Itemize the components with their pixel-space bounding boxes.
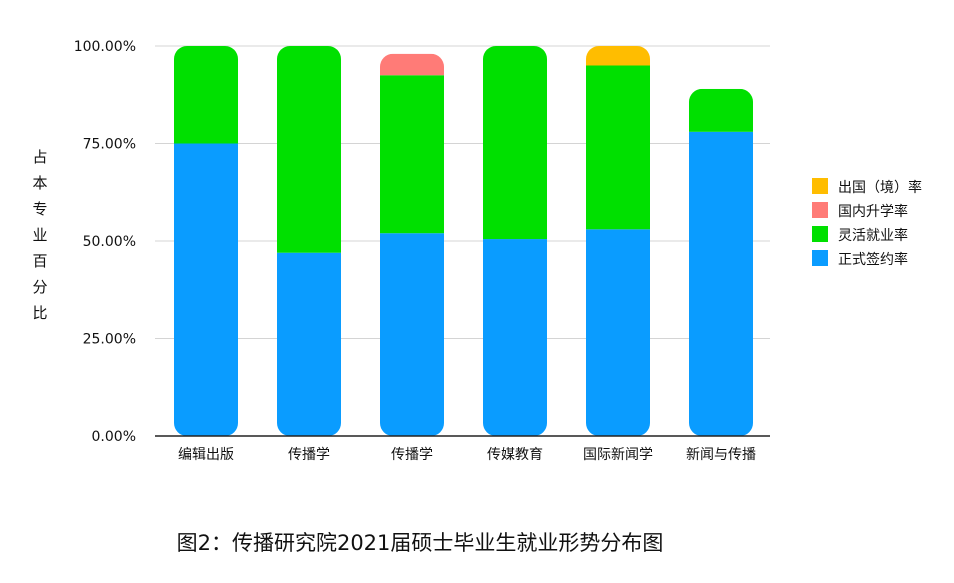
legend-swatch [812, 178, 828, 194]
y-axis-label-char: 分 [32, 278, 47, 296]
x-tick-label: 新闻与传播 [686, 447, 756, 463]
y-tick-label: 25.00% [83, 332, 136, 348]
bar-segment [586, 46, 650, 66]
y-tick-label: 75.00% [83, 137, 136, 153]
bar-segment [174, 143, 238, 436]
bar-stack [586, 46, 650, 436]
bar-segment [277, 252, 341, 436]
y-axis-label-char: 比 [32, 304, 47, 322]
x-tick-label: 传播学 [288, 447, 330, 463]
bar-stack [689, 88, 753, 437]
bars [174, 46, 753, 437]
bar-stack [277, 46, 341, 436]
legend-swatch [812, 226, 828, 242]
bar-segment [689, 88, 753, 132]
bar-segment [586, 229, 650, 436]
y-axis-label-char: 占 [32, 148, 47, 166]
bar-segment [689, 131, 753, 437]
bar-segment [380, 233, 444, 436]
bar-segment [586, 65, 650, 230]
legend-swatch [812, 202, 828, 218]
x-tick-label: 传媒教育 [487, 447, 543, 463]
legend-label: 国内升学率 [838, 203, 908, 220]
bar-stack [380, 53, 444, 436]
y-axis-label-char: 本 [32, 174, 47, 192]
y-axis-ticks: 0.00% 25.00% 50.00% 75.00% 100.00% [74, 39, 136, 445]
y-tick-label: 0.00% [92, 429, 136, 445]
legend-label: 出国（境）率 [838, 179, 922, 196]
x-tick-label: 编辑出版 [178, 447, 234, 463]
y-axis-label-char: 百 [32, 252, 47, 270]
bar-segment [380, 75, 444, 234]
legend-label: 正式签约率 [838, 251, 908, 268]
figure-caption: 图2：传播研究院2021届硕士毕业生就业形势分布图 [176, 531, 664, 555]
bar-segment [174, 46, 238, 144]
y-tick-label: 50.00% [83, 234, 136, 250]
grid-lines [155, 45, 770, 339]
x-tick-label: 传播学 [391, 447, 433, 463]
y-axis-label-char: 业 [32, 226, 47, 244]
bar-stack [174, 46, 238, 436]
x-axis-categories: 编辑出版 传播学 传播学 传媒教育 国际新闻学 新闻与传播 [178, 447, 756, 463]
bar-segment [483, 46, 547, 240]
bar-stack [483, 46, 547, 436]
legend-label: 灵活就业率 [838, 227, 908, 244]
y-axis-label-char: 专 [32, 200, 47, 218]
bar-segment [380, 53, 444, 76]
y-tick-label: 100.00% [74, 39, 136, 55]
legend-swatch [812, 250, 828, 266]
x-tick-label: 国际新闻学 [583, 447, 653, 463]
bar-segment [483, 239, 547, 436]
bar-segment [277, 46, 341, 253]
